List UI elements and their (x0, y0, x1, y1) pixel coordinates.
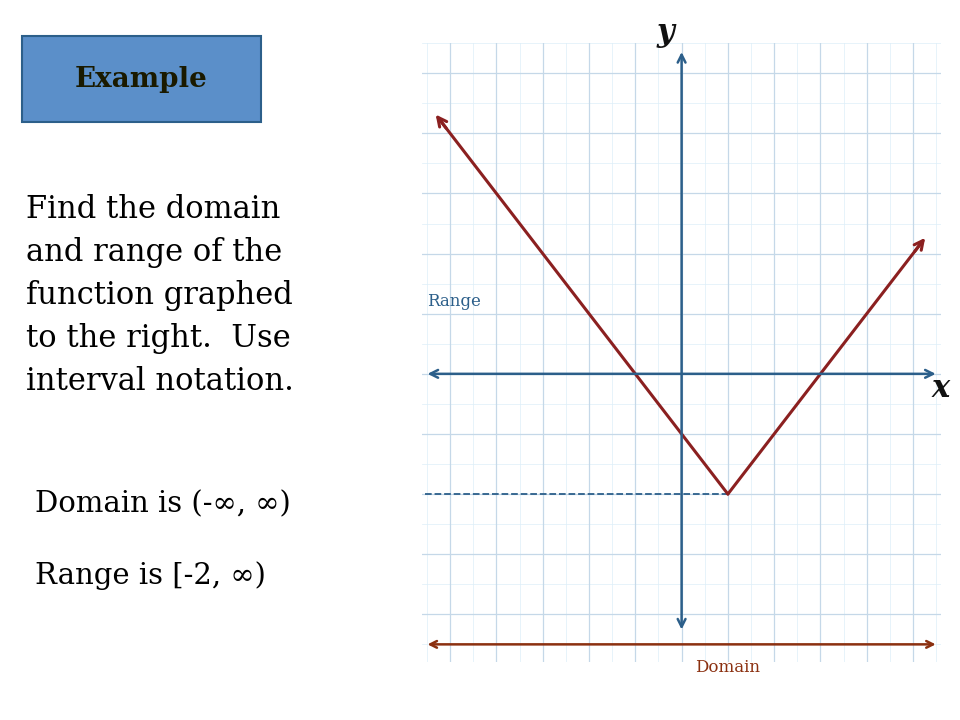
Text: x: x (932, 374, 949, 405)
Text: Range: Range (427, 293, 481, 310)
Text: Example: Example (75, 66, 207, 93)
Text: Domain: Domain (695, 660, 760, 676)
Text: y: y (657, 17, 674, 48)
FancyBboxPatch shape (22, 36, 260, 122)
Text: Range is [-2, ∞): Range is [-2, ∞) (36, 562, 266, 590)
Text: Find the domain
and range of the
function graphed
to the right.  Use
interval no: Find the domain and range of the functio… (27, 194, 295, 397)
Text: Domain is (-∞, ∞): Domain is (-∞, ∞) (36, 490, 291, 518)
